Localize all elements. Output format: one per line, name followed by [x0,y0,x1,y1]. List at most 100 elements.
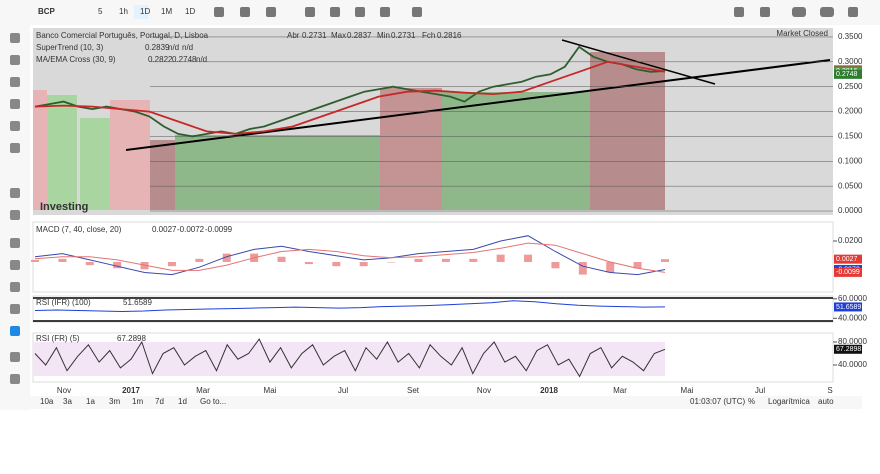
x-tick-label: Jul [338,386,348,395]
tool-icon[interactable] [10,326,20,336]
series-line [34,60,666,135]
tool-icon[interactable] [820,7,834,17]
legend: Abr [287,31,300,40]
shade [590,52,665,210]
tool-icon[interactable] [10,55,20,65]
interval-menu[interactable]: 1D [185,7,195,16]
legend-title: Banco Comercial Português, Portugal, D, … [36,31,209,40]
histogram-bar [113,261,122,269]
y-tick-label: 40.0000 [838,360,867,369]
tool-icon[interactable] [10,374,20,384]
tool-icon[interactable] [10,210,20,220]
tool-icon[interactable] [10,143,20,153]
legend: 0.2731 [391,31,416,40]
histogram-bar [31,259,39,262]
y-tick-label: 0.3500 [838,32,863,41]
range[interactable]: 1m [132,397,143,406]
y-tick-label: 0.0500 [838,181,863,190]
legend: 0.2816 [437,31,462,40]
tool-icon[interactable] [330,7,340,17]
auto-toggle[interactable]: auto [818,397,834,406]
tool-icon[interactable] [10,304,20,314]
indicator-name: RSI (FR) (5) [36,334,80,343]
indicator-value: n/d [182,43,193,52]
indicator-value: -0.0099 [205,225,233,234]
x-tick-label: Mar [613,386,627,395]
price-tag-label: 51.6589 [836,304,861,311]
price-tag-label: -0.0099 [836,269,860,276]
tool-icon[interactable] [792,7,806,17]
tool-icon[interactable] [10,77,20,87]
tool-icon[interactable] [848,7,858,17]
tool-icon[interactable] [10,99,20,109]
range[interactable]: 7d [155,397,164,406]
tool-icon[interactable] [10,282,20,292]
log-toggle[interactable]: Logarítmica [768,397,810,406]
price-tag-label: 0.2748 [836,71,858,78]
price-tag-label: 0.0027 [836,256,858,263]
interval[interactable]: 1M [161,7,172,16]
tool-icon[interactable] [240,7,250,17]
y-tick-label: 0.0200 [838,236,863,245]
shade [442,92,590,210]
y-tick-label: 0.3000 [838,57,863,66]
macd-pane [32,221,834,293]
x-tick-label: S [827,386,832,395]
range[interactable]: 10a [40,397,54,406]
shade [47,95,77,210]
interval[interactable]: 1D [140,7,150,16]
interval[interactable]: 5 [98,7,103,16]
tool-icon[interactable] [10,352,20,362]
histogram-bar [414,258,423,262]
x-tick-label: 2018 [540,386,558,395]
histogram-bar [661,259,669,262]
tool-icon[interactable] [214,7,224,17]
tool-icon[interactable] [10,33,20,43]
histogram-bar [58,258,67,262]
histogram-bar [469,258,478,262]
shade [380,88,442,210]
legend: Fch [422,31,435,40]
price-tag [834,254,862,264]
tool-icon[interactable] [355,7,365,17]
percent-toggle[interactable]: % [748,397,755,406]
x-tick-label: Set [407,386,420,395]
price-tag [834,302,862,312]
symbol[interactable]: BCP [38,7,56,16]
goto[interactable]: Go to... [200,397,226,406]
indicator-name: SuperTrend (10, 3) [36,43,104,52]
top-toolbar [0,0,880,25]
tool-icon[interactable] [305,7,315,17]
rsi-pane [32,295,834,323]
tool-icon[interactable] [412,7,422,17]
tool-icon[interactable] [10,238,20,248]
indicator-name: MA/EMA Cross (30, 9) [36,55,116,64]
tool-icon[interactable] [380,7,390,17]
indicator-name: MACD (7, 40, close, 20) [36,225,122,234]
range[interactable]: 1d [178,397,187,406]
range[interactable]: 1a [86,397,95,406]
shade [175,135,380,210]
range[interactable]: 3m [109,397,120,406]
tool-icon[interactable] [10,260,20,270]
x-tick-label: 2017 [122,386,140,395]
y-tick-label: 80.0000 [838,337,867,346]
tool-icon[interactable] [266,7,276,17]
range[interactable]: 3a [63,397,72,406]
series-line [34,45,666,138]
market-status: Market Closed [776,29,828,38]
tool-icon[interactable] [734,7,744,17]
histogram-bar [277,256,286,262]
top-icons [214,7,858,17]
histogram-bar [606,261,615,273]
interval[interactable]: 1h [119,7,128,16]
tool-icon[interactable] [10,121,20,131]
legend: 0.2837 [347,31,372,40]
histogram-bar [441,258,450,262]
histogram-bar [633,261,642,269]
tool-icon[interactable] [760,7,770,17]
tool-icon[interactable] [10,188,20,198]
x-tick-label: Mar [196,386,210,395]
price-tag [834,267,862,277]
